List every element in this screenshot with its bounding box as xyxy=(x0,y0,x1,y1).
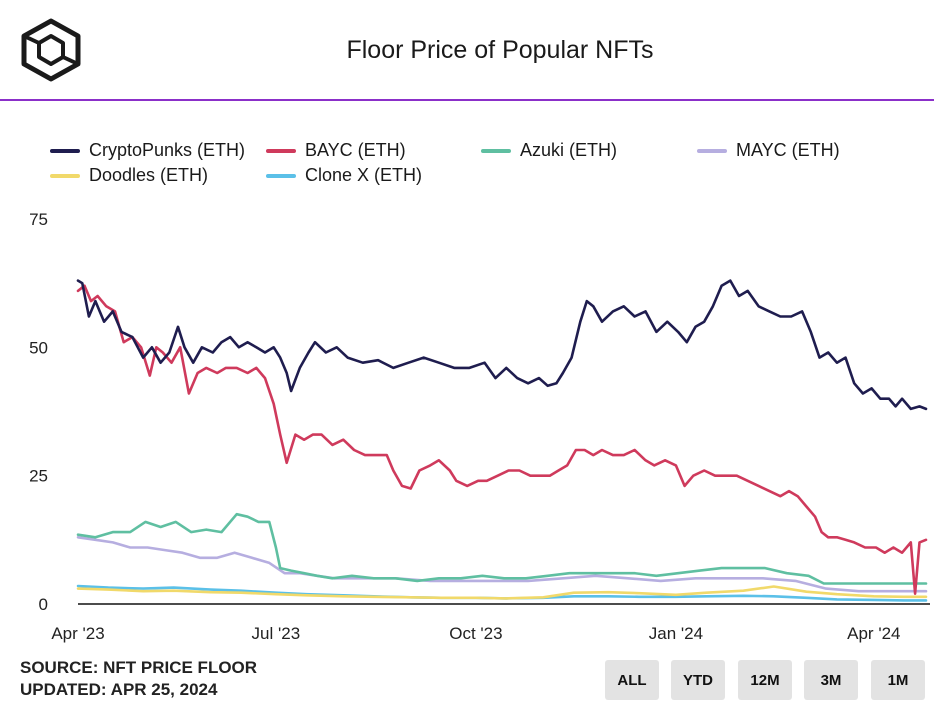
y-tick-label: 0 xyxy=(39,595,48,614)
legend-item-cryptopunks[interactable]: CryptoPunks (ETH) xyxy=(50,140,245,161)
legend-swatch xyxy=(481,148,511,153)
range-button-ytd[interactable]: YTD xyxy=(671,660,725,700)
y-tick-label: 75 xyxy=(29,210,48,229)
legend-label: MAYC (ETH) xyxy=(736,140,840,160)
chart-legend: CryptoPunks (ETH) BAYC (ETH) Azuki (ETH)… xyxy=(0,0,948,200)
x-tick-label: Apr '24 xyxy=(847,624,900,643)
x-axis: Apr '23 Jul '23 Oct '23 Jan '24 Apr '24 xyxy=(51,624,900,643)
legend-swatch xyxy=(266,173,296,178)
range-button-1m[interactable]: 1M xyxy=(871,660,925,700)
legend-item-azuki[interactable]: Azuki (ETH) xyxy=(481,140,617,161)
x-tick-label: Oct '23 xyxy=(449,624,502,643)
series-line-azuki xyxy=(76,512,928,585)
legend-swatch xyxy=(50,173,80,178)
chart-header: Floor Price of Popular NFTs xyxy=(0,0,948,101)
legend-swatch xyxy=(697,148,727,153)
chart-title: Floor Price of Popular NFTs xyxy=(346,36,654,64)
legend-item-doodles[interactable]: Doodles (ETH) xyxy=(50,165,208,186)
legend-label: BAYC (ETH) xyxy=(305,140,406,160)
legend-item-mayc[interactable]: MAYC (ETH) xyxy=(697,140,840,161)
logo-icon xyxy=(21,18,81,82)
x-tick-label: Jul '23 xyxy=(252,624,301,643)
legend-label: CryptoPunks (ETH) xyxy=(89,140,246,160)
range-button-12m[interactable]: 12M xyxy=(738,660,792,700)
series-lines xyxy=(76,279,928,602)
source-note: SOURCE: NFT PRICE FLOOR xyxy=(20,658,258,677)
legend-swatch xyxy=(266,148,296,153)
legend-item-clonex[interactable]: Clone X (ETH) xyxy=(266,165,422,186)
chart-footer: SOURCE: NFT PRICE FLOOR UPDATED: APR 25,… xyxy=(20,657,257,701)
legend-label: Clone X (ETH) xyxy=(305,165,423,185)
y-tick-label: 50 xyxy=(29,338,48,357)
y-tick-label: 25 xyxy=(29,467,48,486)
legend-swatch xyxy=(50,148,80,153)
range-button-3m[interactable]: 3M xyxy=(804,660,858,700)
range-button-all[interactable]: ALL xyxy=(605,660,659,700)
series-line-doodles xyxy=(76,585,928,600)
x-tick-label: Jan '24 xyxy=(649,624,703,643)
x-tick-label: Apr '23 xyxy=(51,624,104,643)
header-divider xyxy=(0,99,934,101)
series-line-mayc xyxy=(76,535,928,593)
legend-item-bayc[interactable]: BAYC (ETH) xyxy=(266,140,406,161)
updated-note: UPDATED: APR 25, 2024 xyxy=(20,680,218,699)
legend-label: Doodles (ETH) xyxy=(89,165,209,185)
series-line-bayc xyxy=(76,284,928,596)
series-line-cryptopunks xyxy=(76,279,928,411)
y-axis: 0 25 50 75 xyxy=(29,210,48,614)
legend-label: Azuki (ETH) xyxy=(520,140,618,160)
